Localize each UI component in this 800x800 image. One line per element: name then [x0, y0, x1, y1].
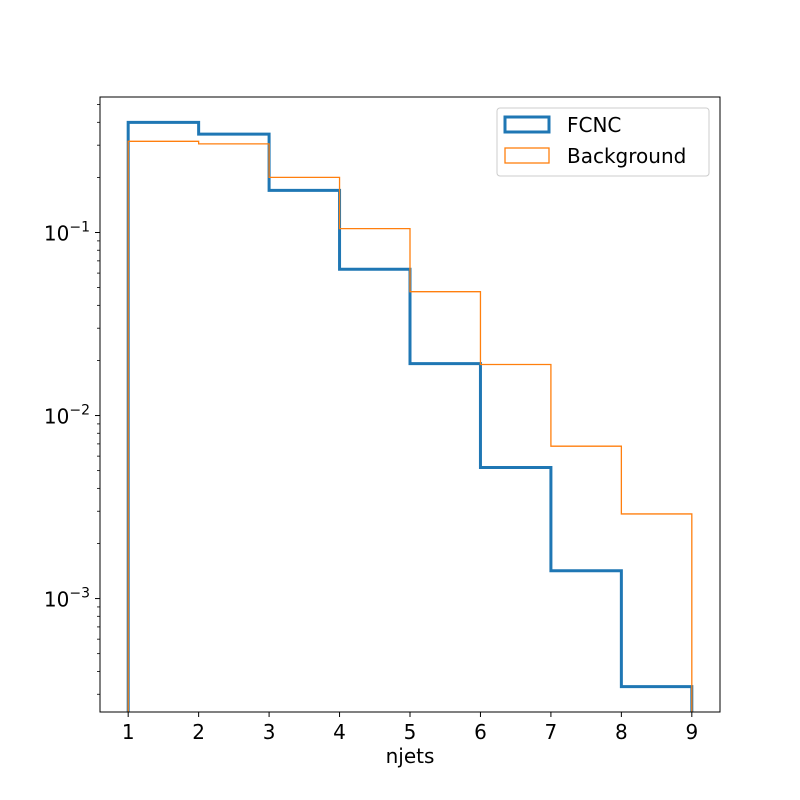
- y-axis: 10−1 10−2 10−3: [44, 104, 100, 695]
- y-tick-label: 10−3: [44, 586, 90, 612]
- series-background-step: [127, 140, 693, 712]
- y-tick-label: 10−1: [44, 220, 90, 246]
- x-tick-label: 1: [122, 720, 135, 744]
- x-tick-label: 3: [263, 720, 276, 744]
- x-tick-label: 2: [192, 720, 205, 744]
- y-tick-label: 10−2: [44, 403, 90, 429]
- plot-frame: [99, 96, 721, 713]
- x-tick-label: 8: [615, 720, 628, 744]
- x-axis-label: njets: [386, 744, 435, 768]
- legend-swatch-background: [504, 147, 550, 164]
- x-axis: 1 2 3 4 5 6 7 8 9: [122, 712, 698, 744]
- x-tick-label: 6: [474, 720, 487, 744]
- x-tick-label: 5: [404, 720, 417, 744]
- x-tick-label: 9: [685, 720, 698, 744]
- legend-label-fcnc: FCNC: [567, 113, 621, 137]
- plot-area: [126, 120, 694, 712]
- legend-label-background: Background: [567, 144, 686, 168]
- x-tick-label: 7: [545, 720, 558, 744]
- series-fcnc-step: [126, 120, 694, 712]
- x-tick-label: 4: [333, 720, 346, 744]
- legend: FCNC Background: [496, 107, 710, 177]
- legend-swatch-fcnc: [503, 115, 551, 134]
